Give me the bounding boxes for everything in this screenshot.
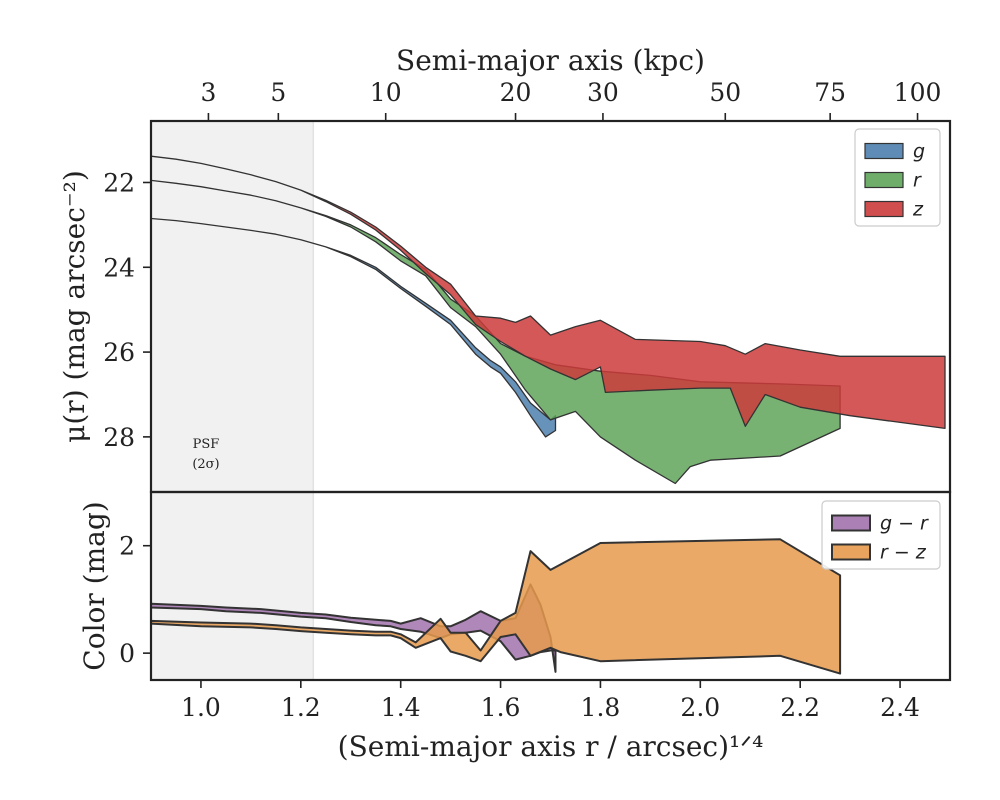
color-legend-label: r − z xyxy=(880,542,927,564)
kpc-tick-label: 30 xyxy=(587,78,619,107)
sb-band-z xyxy=(151,155,946,430)
psf-label-sigma: (2σ) xyxy=(192,457,219,472)
color-legend-swatch xyxy=(831,543,871,561)
kpc-tick-label: 20 xyxy=(500,78,532,107)
kpc-tick-label: 50 xyxy=(709,78,741,107)
kpc-tick-label: 10 xyxy=(370,78,402,107)
sb-legend-label: r xyxy=(913,170,922,192)
sb-band-r xyxy=(151,179,841,485)
sb-ytick-label: 24 xyxy=(103,253,135,282)
sb-legend-swatch xyxy=(864,171,904,189)
color-legend-swatch xyxy=(831,514,871,532)
color-legend-label: g − r xyxy=(880,513,929,535)
kpc-tick-label: 100 xyxy=(894,78,942,107)
xtick-label: 1.0 xyxy=(181,693,221,722)
xtick-label: 2.4 xyxy=(880,693,920,722)
color-band-rz xyxy=(151,538,842,675)
sb-band-g xyxy=(151,217,557,438)
xtick-label: 2.2 xyxy=(780,693,820,722)
sb-legend-swatch xyxy=(864,142,904,160)
xtick-label: 2.0 xyxy=(680,693,720,722)
kpc-tick-label: 3 xyxy=(200,78,216,107)
color-frame xyxy=(149,490,952,682)
xtick-label: 1.8 xyxy=(581,693,621,722)
psf-label: PSF xyxy=(193,437,220,452)
kpc-tick-label: 5 xyxy=(270,78,286,107)
xtick-label: 1.6 xyxy=(481,693,521,722)
xtick-label: 1.2 xyxy=(281,693,321,722)
color-ytick-label: 2 xyxy=(119,532,135,561)
sb-bands xyxy=(151,155,946,485)
psf-region xyxy=(151,121,314,680)
sb-legend-swatch xyxy=(864,200,904,218)
sb-ytick-label: 26 xyxy=(103,338,135,367)
color-ytick-label: 0 xyxy=(119,639,135,668)
sb-legend-label: g xyxy=(913,141,925,163)
bottom-axis-title: (Semi-major axis r / arcsec)¹ᐟ⁴ xyxy=(338,730,764,763)
sb-ylabel: μ(r) (mag arcsec⁻²) xyxy=(58,170,91,443)
color-ylabel: Color (mag) xyxy=(78,501,111,670)
kpc-tick-label: 75 xyxy=(814,78,846,107)
xtick-label: 1.4 xyxy=(381,693,421,722)
sb-ytick-label: 22 xyxy=(103,168,135,197)
top-axis-title: Semi-major axis (kpc) xyxy=(396,44,705,77)
color-bands xyxy=(151,538,842,675)
sb-ytick-label: 28 xyxy=(103,423,135,452)
sb-legend-label: z xyxy=(912,199,924,221)
